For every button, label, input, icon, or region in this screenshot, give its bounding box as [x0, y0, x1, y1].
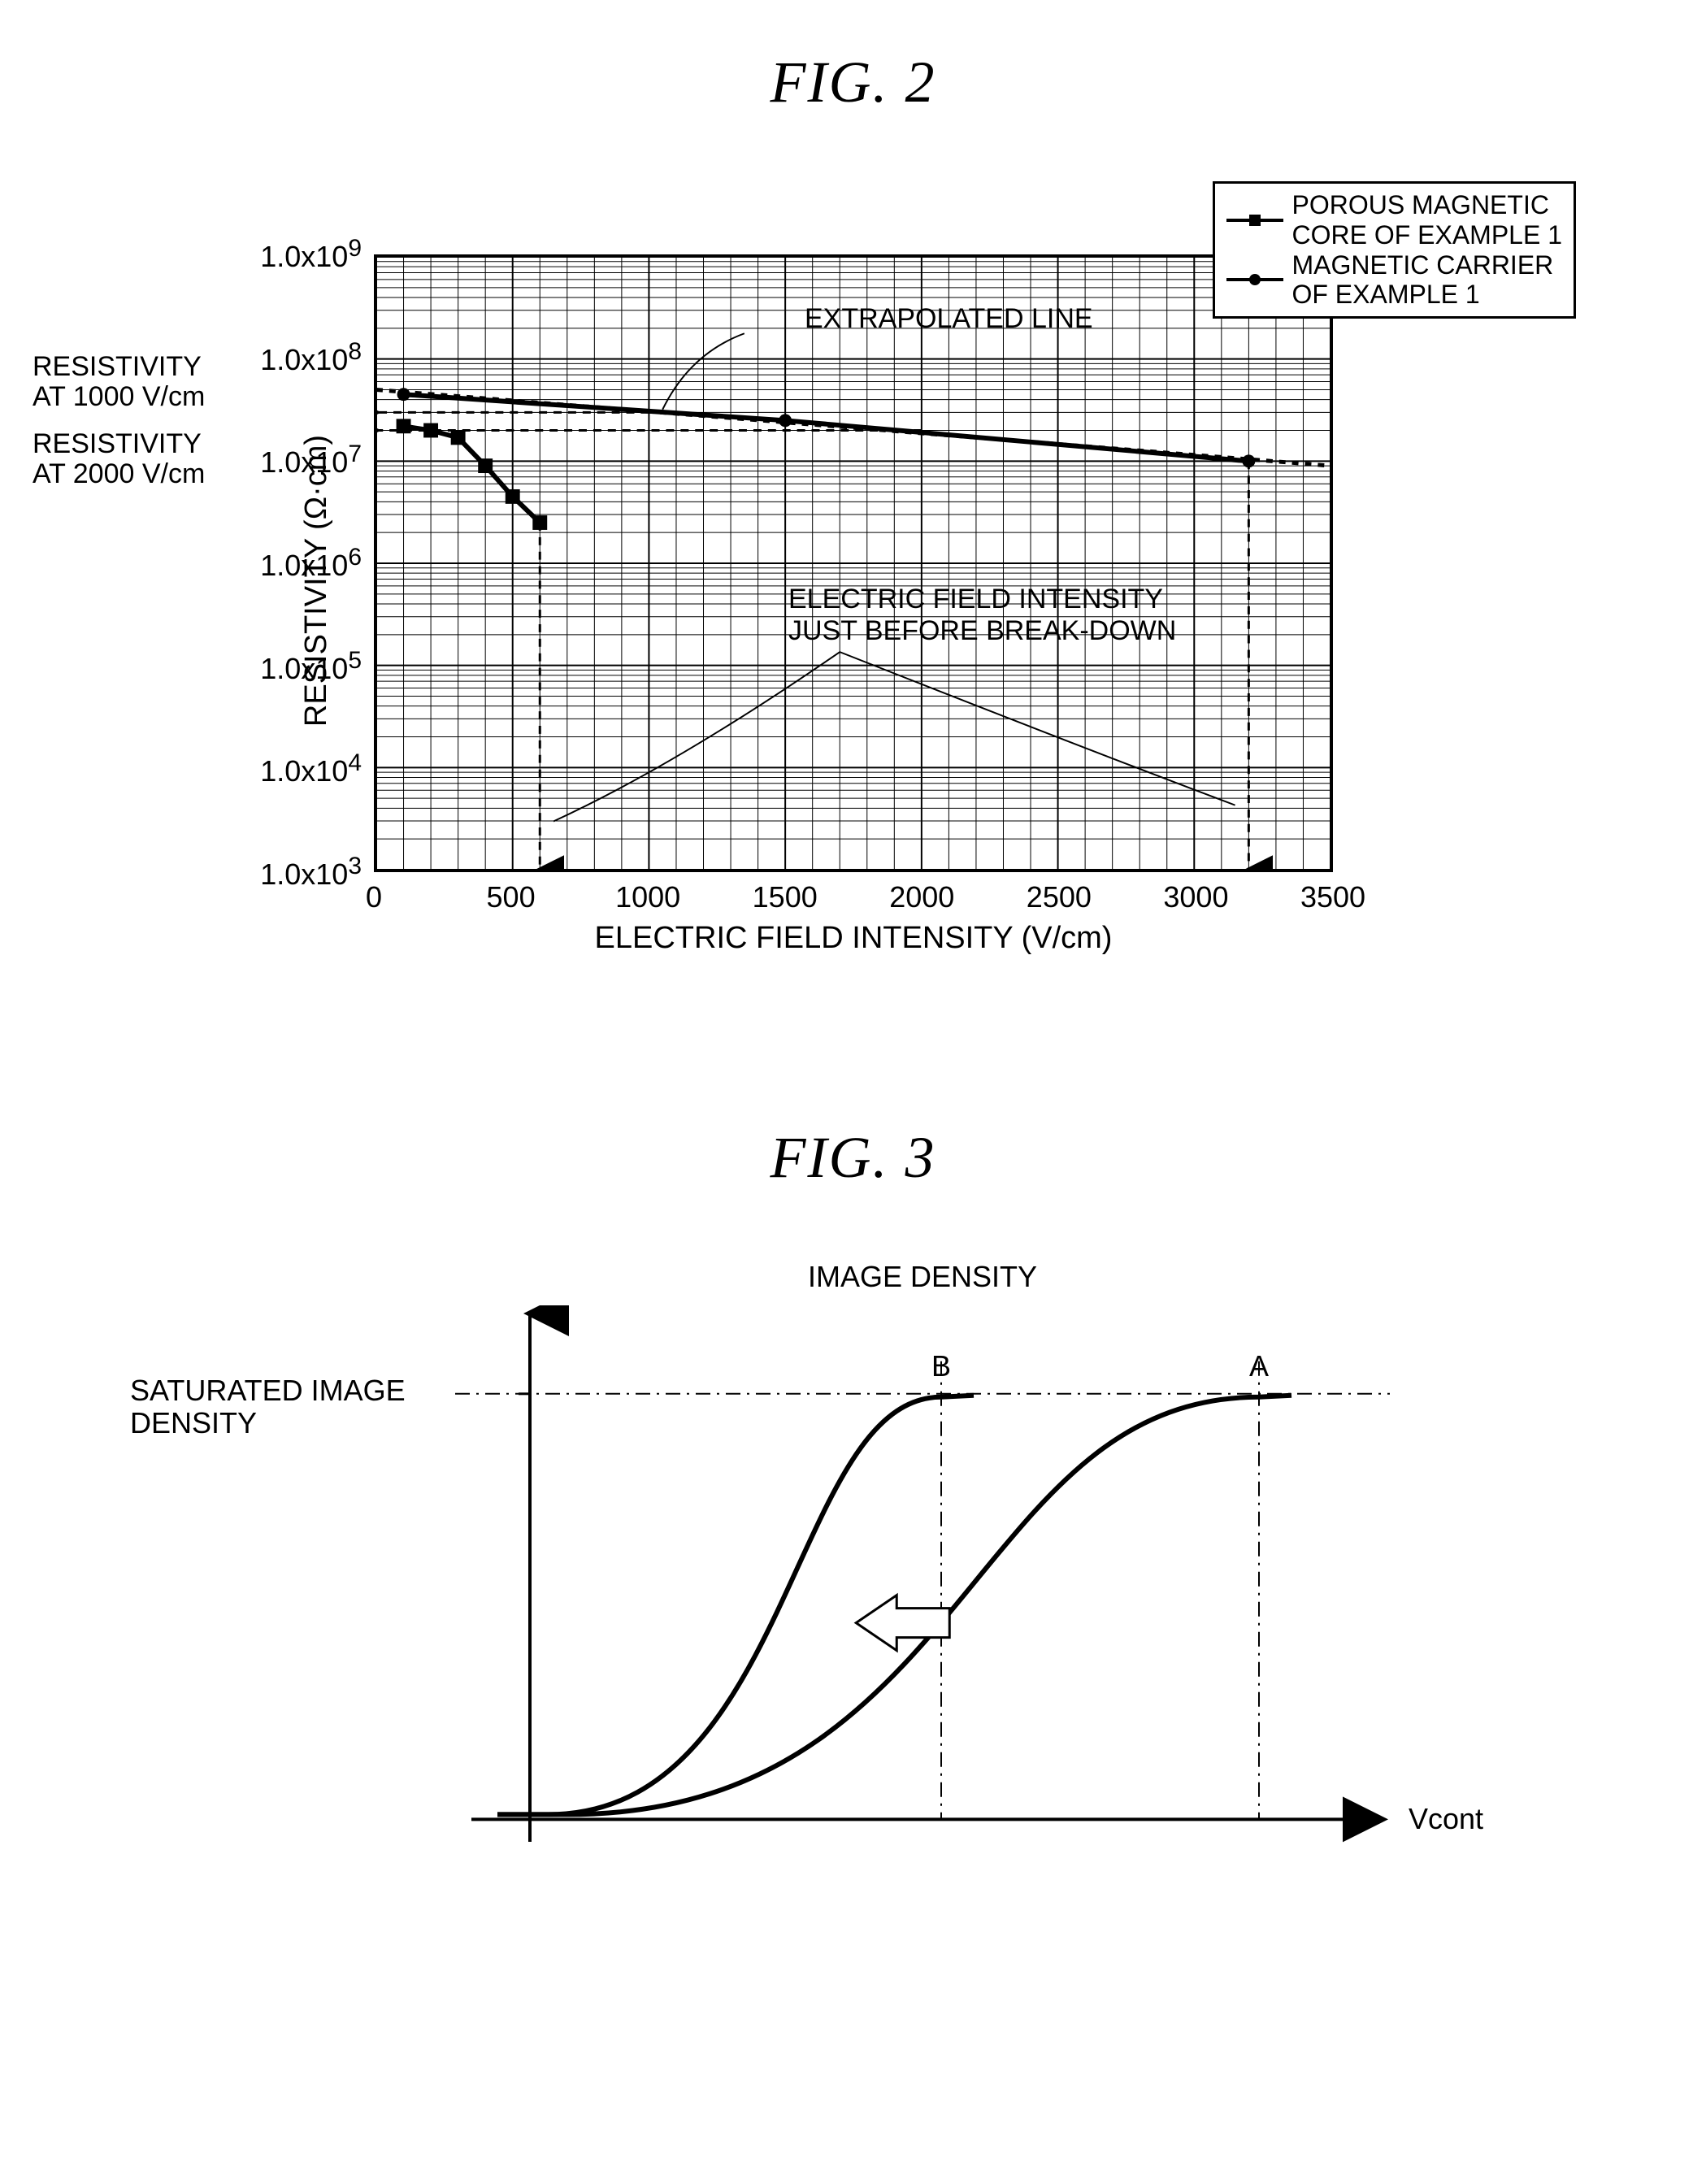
- saturated-density-label: SATURATED IMAGE DENSITY: [130, 1374, 406, 1439]
- label-text: SATURATED IMAGE: [130, 1374, 406, 1407]
- x-tick-label: 2000: [889, 880, 954, 914]
- page: FIG. 2 POROUS MAGNETIC CORE OF EXAMPLE 1…: [33, 49, 1673, 1956]
- label-text: AT 1000 V/cm: [33, 381, 205, 412]
- legend-label: POROUS MAGNETIC: [1291, 190, 1548, 219]
- label-text: AT 2000 V/cm: [33, 458, 205, 489]
- marker-a-label: A: [1249, 1350, 1269, 1383]
- x-tick-label: 0: [366, 880, 382, 914]
- fig2-plot-svg: [374, 254, 1333, 872]
- fig3-chart-area: IMAGE DENSITY Vcont B A: [455, 1305, 1390, 1858]
- fig2-container: POROUS MAGNETIC CORE OF EXAMPLE 1 MAGNET…: [33, 149, 1673, 1043]
- fig3-container: SATURATED IMAGE DENSITY IMAGE DENSITY Vc…: [33, 1224, 1673, 1956]
- y-tick-label: 1.0x103: [260, 853, 362, 892]
- x-tick-label: 3000: [1163, 880, 1228, 914]
- legend-row: MAGNETIC CARRIER OF EXAMPLE 1: [1226, 250, 1562, 310]
- fig2-title: FIG. 2: [33, 49, 1673, 116]
- label-text: DENSITY: [130, 1406, 257, 1439]
- fig2-chart-area: 1.0x1031.0x1041.0x1051.0x1061.0x1071.0x1…: [374, 254, 1333, 872]
- y-tick-label: 1.0x104: [260, 749, 362, 788]
- fig3-title: FIG. 3: [33, 1124, 1673, 1192]
- y-tick-label: 1.0x108: [260, 338, 362, 377]
- label-text: RESISTIVITY: [33, 351, 202, 382]
- x-axis-title: ELECTRIC FIELD INTENSITY (V/cm): [374, 921, 1333, 956]
- fig2-legend: POROUS MAGNETIC CORE OF EXAMPLE 1 MAGNET…: [1213, 181, 1576, 319]
- y-tick-label: 1.0x109: [260, 235, 362, 274]
- legend-label: MAGNETIC CARRIER: [1291, 250, 1553, 280]
- legend-label: CORE OF EXAMPLE 1: [1291, 220, 1562, 250]
- fig3-plot-svg: [455, 1305, 1390, 1858]
- square-marker-icon: [1226, 212, 1283, 228]
- resistivity-1000-label: RESISTIVITY AT 1000 V/cm: [33, 352, 205, 413]
- label-text: RESISTIVITY: [33, 428, 202, 459]
- y-axis-title: IMAGE DENSITY: [808, 1261, 1037, 1293]
- legend-row: POROUS MAGNETIC CORE OF EXAMPLE 1: [1226, 190, 1562, 250]
- y-axis-title: RESISTIVITY (Ω·cm): [299, 435, 334, 727]
- resistivity-2000-label: RESISTIVITY AT 2000 V/cm: [33, 429, 205, 490]
- circle-marker-icon: [1226, 271, 1283, 288]
- x-tick-label: 2500: [1027, 880, 1092, 914]
- marker-b-label: B: [931, 1350, 951, 1383]
- legend-label: OF EXAMPLE 1: [1291, 280, 1479, 309]
- x-tick-label: 500: [487, 880, 536, 914]
- x-tick-label: 1500: [753, 880, 818, 914]
- x-tick-label: 1000: [615, 880, 680, 914]
- x-axis-title: Vcont: [1409, 1803, 1483, 1835]
- x-tick-label: 3500: [1300, 880, 1365, 914]
